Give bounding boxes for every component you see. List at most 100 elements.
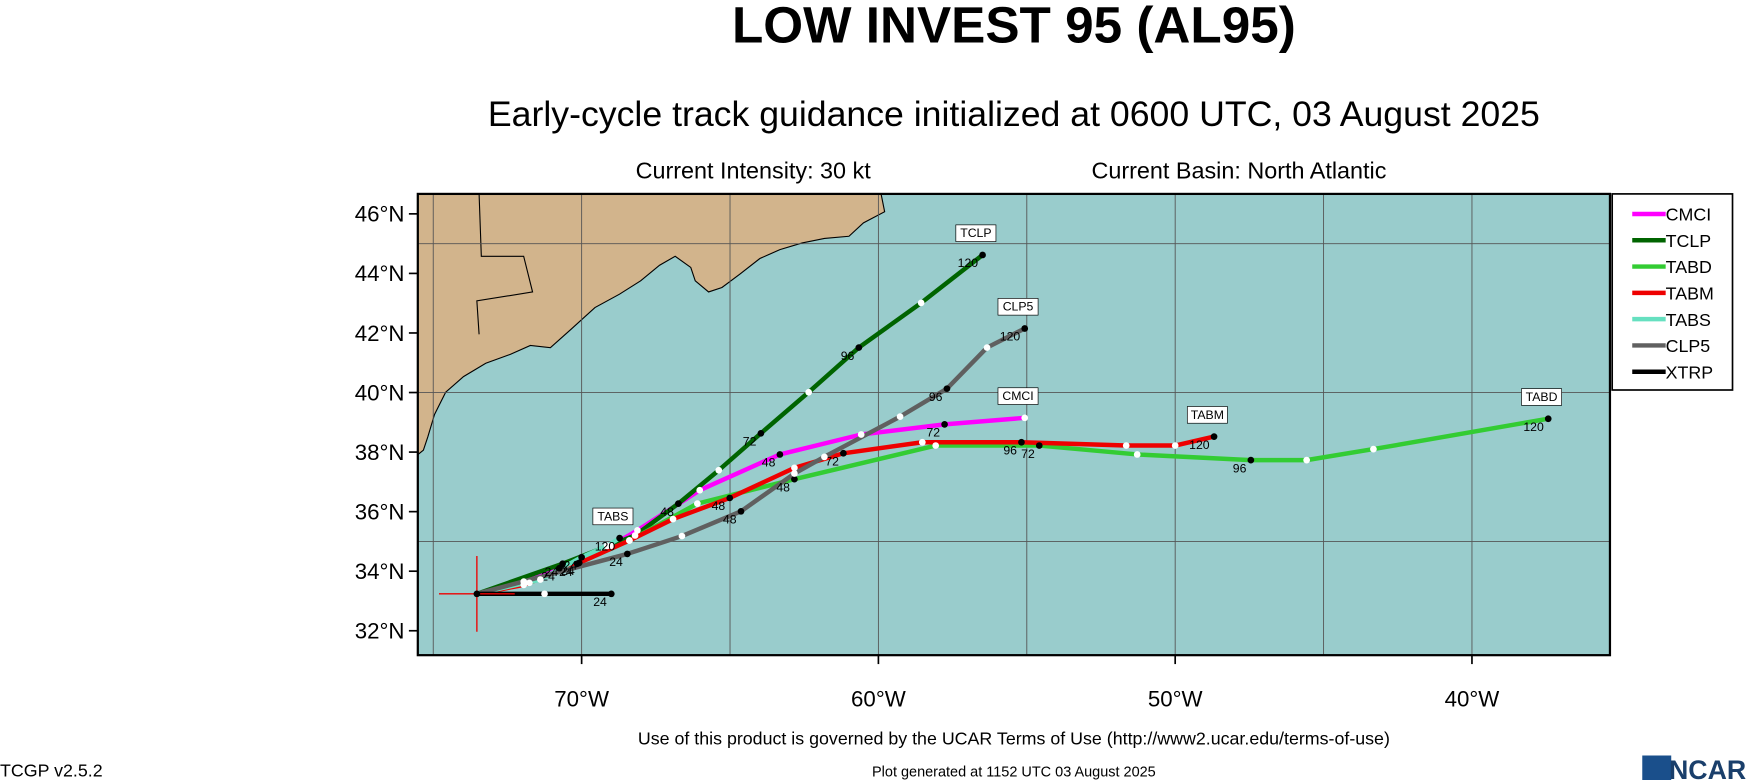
hour-label: 120 [595, 539, 616, 553]
track-point [857, 431, 865, 438]
track-point [678, 532, 686, 540]
track-point [726, 494, 734, 502]
legend-label: TABM [1666, 284, 1714, 304]
track-label-box [997, 387, 1039, 405]
track-point [1018, 438, 1025, 446]
hour-label: 24 [609, 555, 623, 569]
plot-frame [416, 192, 1612, 657]
track-point [1247, 456, 1255, 464]
hour-label: 120 [1523, 420, 1544, 434]
track-label: TABM [1191, 408, 1224, 422]
y-tick-label: 36°N [355, 499, 405, 524]
track [476, 326, 1026, 596]
track-label: TABS [597, 509, 628, 523]
hour-label: 24 [593, 595, 607, 609]
legend-label: TABD [1666, 257, 1712, 277]
border [476, 193, 534, 335]
track-point [1370, 445, 1377, 453]
track-point [537, 576, 544, 583]
track-point [943, 385, 951, 392]
x-tick-label: 40°W [1445, 686, 1500, 711]
hour-label: 48 [660, 505, 674, 519]
track-point [607, 590, 615, 598]
hour-label: 24 [545, 565, 559, 579]
hour-label: 48 [712, 499, 726, 513]
track-point [917, 299, 925, 307]
track-point [669, 515, 677, 523]
track-point [1021, 414, 1029, 422]
track-point [1303, 456, 1310, 464]
hour-label: 120 [1000, 330, 1021, 344]
y-tick-label: 34°N [355, 559, 405, 584]
track-point [855, 344, 863, 351]
logo: NCAR [1669, 755, 1746, 780]
legend: CMCI TCLP TABD TABM TABS CLP5 XTRP [1632, 205, 1714, 382]
track-point [979, 251, 986, 259]
track-point [526, 579, 533, 587]
x-tick-label: 60°W [851, 686, 906, 711]
track-label: CLP5 [1003, 300, 1034, 314]
track-point [603, 542, 611, 550]
track-point [1021, 325, 1029, 332]
track-point [791, 475, 798, 483]
y-tick-label: 46°N [355, 202, 405, 227]
legend-label: CMCI [1666, 205, 1712, 225]
legend-label: TCLP [1666, 231, 1712, 251]
track-point [626, 537, 633, 544]
track-point [941, 421, 948, 428]
track-point [1544, 415, 1552, 423]
track-label: TCLP [960, 226, 991, 240]
hour-label: 120 [958, 256, 979, 270]
track-point [791, 470, 798, 477]
subtitle: Early-cycle track guidance initialized a… [488, 94, 1540, 134]
track-point [694, 500, 701, 507]
track-point [983, 344, 991, 351]
track-label-box [955, 224, 997, 242]
track-point [1171, 442, 1179, 449]
track-point [776, 451, 784, 458]
hour-label: 96 [841, 349, 855, 363]
y-tick-label: 40°N [355, 380, 405, 405]
track-point [715, 466, 723, 474]
hour-label: 96 [929, 390, 943, 404]
track-point [559, 560, 566, 568]
track-point [520, 581, 528, 589]
track-point [634, 527, 641, 534]
track-point [1133, 451, 1141, 458]
hour-label: 48 [762, 456, 776, 470]
version: TCGP v2.5.2 [0, 761, 103, 780]
current-position [473, 590, 481, 598]
hour-label: 24 [559, 565, 573, 579]
hour-label: 72 [1021, 447, 1035, 461]
track-point [932, 442, 940, 449]
track-label: TABD [1526, 390, 1558, 404]
track-point [896, 413, 904, 420]
track-point [541, 590, 548, 598]
track-point [1035, 442, 1043, 449]
track-label-box [997, 298, 1039, 316]
track-point [840, 449, 847, 457]
track-label-box [592, 507, 634, 526]
track-point [578, 553, 585, 561]
legend-label: XTRP [1666, 362, 1714, 382]
track-label-box [1186, 406, 1228, 424]
hour-label: 48 [723, 513, 737, 527]
x-tick-label: 70°W [554, 686, 609, 711]
hour-label: 72 [825, 455, 839, 469]
track-point [575, 559, 583, 567]
hour-label: 24 [564, 558, 578, 572]
track-point [631, 532, 639, 539]
legend-label: TABS [1666, 310, 1711, 330]
legend-label: CLP5 [1666, 336, 1711, 356]
tracks: 24 48 72 CMCI 24 48 72 96 120 TCLP 24 48 72 96 120 TABD… [438, 224, 1562, 632]
track-label-box [1521, 388, 1562, 406]
y-tick-label: 42°N [355, 321, 405, 346]
track-point [805, 388, 813, 396]
logo-mark [1642, 755, 1672, 780]
x-tick-label: 50°W [1148, 686, 1203, 711]
hour-label: 120 [1189, 438, 1210, 452]
hour-label: 72 [743, 435, 757, 449]
terms: Use of this product is governed by the U… [638, 728, 1390, 748]
